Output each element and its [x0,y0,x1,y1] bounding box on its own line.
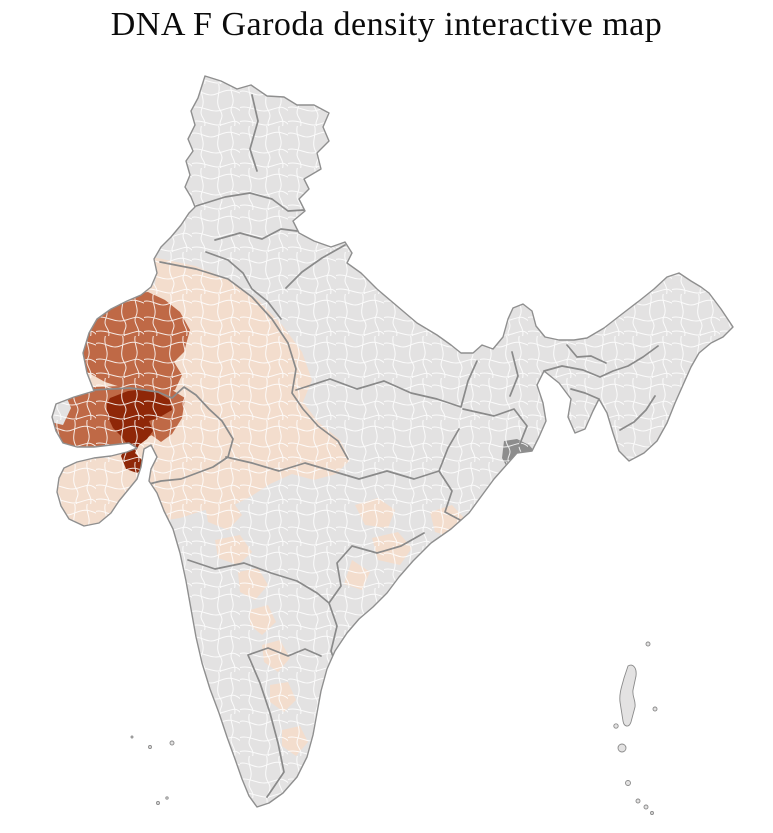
state-borders [52,94,659,798]
lakshadweep-islands[interactable] [130,735,175,805]
india-outline [51,75,734,808]
andaman-nicobar-islands[interactable] [613,641,658,815]
page-title: DNA F Garoda density interactive map [110,6,663,43]
